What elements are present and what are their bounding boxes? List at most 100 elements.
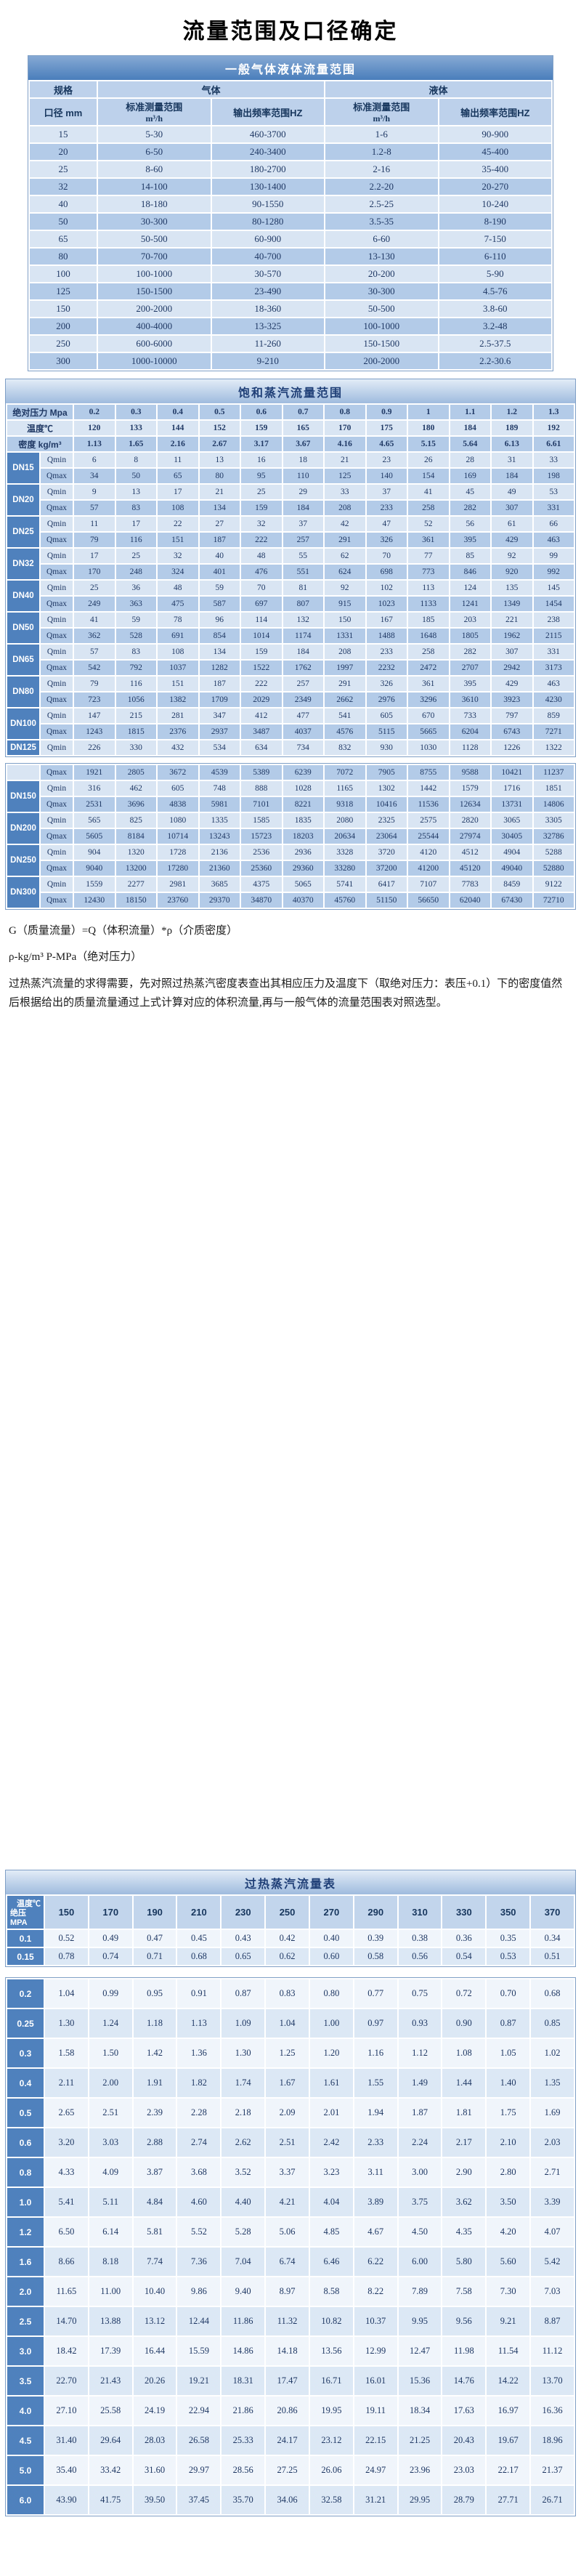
table-cell: 28 [448, 451, 492, 469]
table-cell: 316 [73, 780, 116, 797]
table-cell: 170 [323, 419, 367, 437]
table-cell: 10714 [156, 828, 200, 845]
table-cell: 7-150 [437, 230, 553, 249]
density-row: 0.8 4.33 4.09 3.87 3.68 3.52 3.37 3.23 3.11 3.00 2… [6, 2157, 575, 2189]
density-row: 0.25 1.30 1.24 1.18 1.13 1.09 1.04 1.00 0.97 0.93… [6, 2008, 575, 2040]
dn-label: DN150 [6, 780, 41, 813]
pressure-label: 5.0 [6, 2455, 45, 2487]
general-table-row: 50 30-300 80-1280 3.5-35 8-190 [28, 212, 553, 231]
table-cell: 33 [323, 483, 367, 501]
table-cell: 49040 [490, 860, 534, 877]
table-cell: 25.33 [220, 2425, 267, 2457]
table-cell: 116 [114, 531, 158, 549]
table-cell: 0.9 [365, 403, 408, 421]
table-cell: 11.00 [87, 2276, 134, 2308]
table-cell: 25544 [407, 828, 450, 845]
temperature-header-cell: 190 [131, 1894, 178, 1931]
table-cell: 6743 [490, 723, 534, 740]
table-cell: 1.82 [176, 2067, 222, 2099]
temperature-header-cell: 350 [485, 1894, 532, 1931]
table-cell: 55 [281, 547, 325, 565]
table-cell: 187 [198, 675, 241, 693]
selection-instructions: 过热蒸汽流量的求得需要，先对照过热蒸汽密度表查出其相应压力及温度下（取绝对压力：… [9, 977, 563, 1009]
table-cell: 45760 [323, 892, 367, 909]
table-cell: 748 [198, 780, 241, 797]
table-cell: 528 [114, 627, 158, 645]
table-cell: 13243 [198, 828, 241, 845]
liquid-freq-header: 输出频率范围HZ [437, 97, 553, 126]
table-cell: 45-400 [437, 142, 553, 161]
temperature-header-cell: 370 [529, 1894, 575, 1931]
steam-header-label: 密度 kg/m³ [6, 435, 74, 453]
table-cell: 4512 [448, 844, 492, 861]
table-cell: 0.99 [87, 1978, 134, 2010]
table-cell: 1728 [156, 844, 200, 861]
table-cell: 18.42 [44, 2335, 89, 2367]
table-cell: 31 [490, 451, 534, 469]
table-cell: 0.45 [176, 1929, 222, 1949]
table-cell: 7.89 [397, 2276, 443, 2308]
table-cell: 5.41 [44, 2187, 89, 2218]
table-cell: 1.04 [264, 2008, 310, 2040]
table-cell: 733 [448, 707, 492, 724]
table-cell: 30-300 [324, 282, 439, 301]
table-cell: 124 [448, 579, 492, 597]
table-cell: 7271 [532, 723, 575, 740]
table-cell: 2.5-37.5 [437, 334, 553, 353]
qmin-label: Qmin [39, 579, 74, 597]
table-cell: 258 [407, 643, 450, 661]
general-table-row: 250 600-6000 11-260 150-1500 2.5-37.5 [28, 334, 553, 353]
table-cell: 28.79 [441, 2484, 487, 2516]
table-cell: 32.58 [308, 2484, 354, 2516]
table-cell: 18-360 [210, 299, 325, 318]
table-cell: 2.10 [485, 2127, 532, 2159]
table-cell: 189 [490, 419, 534, 437]
table-cell: 2325 [365, 812, 408, 829]
spec-header: 规格 [28, 80, 98, 99]
table-cell: 57 [73, 643, 116, 661]
table-cell: 0.4 [156, 403, 200, 421]
table-cell: 0.95 [131, 1978, 178, 2010]
table-cell: 13200 [114, 860, 158, 877]
table-cell: 16.36 [529, 2395, 575, 2427]
table-cell: 15723 [240, 828, 283, 845]
table-cell: 5389 [240, 764, 283, 781]
steam-table-row: Qmax 12430 18150 23760 29370 34870 40370 45760 5… [7, 892, 575, 909]
table-cell: 11-260 [210, 334, 325, 353]
table-cell: 0.77 [352, 1978, 399, 2010]
table-cell: 9.40 [220, 2276, 267, 2308]
table-cell: 797 [490, 707, 534, 724]
steam-table-row: DN150 Qmin 316 462 605 748 888 1028 1165 1302 1442… [6, 780, 575, 813]
table-cell: 3.52 [220, 2157, 267, 2189]
table-cell: 81 [281, 579, 325, 597]
table-cell: 4539 [198, 764, 241, 781]
table-cell: 108 [156, 499, 200, 517]
general-header-row-2: 口径 mm 标准测量范围 m³/h 输出频率范围HZ 标准测量范围 m³/h 输… [28, 97, 553, 126]
table-cell: 135 [490, 579, 534, 597]
pressure-label: 3.0 [6, 2335, 45, 2367]
qmin-label: Qmin [39, 739, 74, 756]
dn-label: DN50 [6, 611, 41, 645]
table-cell: 28.03 [131, 2425, 178, 2457]
table-cell: 1.24 [87, 2008, 134, 2040]
temperature-header-cell: 150 [44, 1894, 89, 1931]
steam-table-row: DN32 Qmin 17 25 32 40 48 55 62 70 77 85 92 99 [6, 547, 575, 581]
table-cell: 3.5-35 [324, 212, 439, 231]
table-cell: 10.40 [131, 2276, 178, 2308]
table-cell: 3065 [490, 812, 534, 829]
table-cell: 14806 [532, 796, 575, 813]
table-cell: 1.2 [490, 403, 534, 421]
table-cell: 3720 [365, 844, 408, 861]
table-cell: 920 [490, 563, 534, 581]
table-cell: 10416 [365, 796, 408, 813]
table-cell: 13731 [490, 796, 534, 813]
table-cell: 5.11 [87, 2187, 134, 2218]
table-cell: 113 [407, 579, 450, 597]
table-cell: 307 [490, 499, 534, 517]
table-cell: 26.71 [529, 2484, 575, 2516]
table-cell: 7783 [448, 876, 492, 893]
table-cell: 1.36 [176, 2038, 222, 2070]
table-cell: 13.12 [131, 2306, 178, 2338]
saturated-steam-table-block2: Qmax 1921 2805 3672 4539 5389 6239 7072 7905 8755… [6, 764, 575, 909]
table-cell: 6 [73, 451, 116, 469]
